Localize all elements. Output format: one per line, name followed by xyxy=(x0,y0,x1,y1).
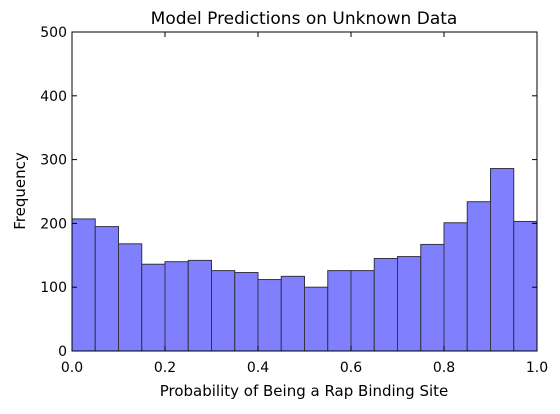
y-tick-label: 400 xyxy=(40,89,67,105)
histogram-bar xyxy=(350,270,375,352)
chart-title: Model Predictions on Unknown Data xyxy=(151,9,458,29)
histogram-bar xyxy=(373,257,398,352)
x-axis-label: Probability of Being a Rap Binding Site xyxy=(160,382,449,400)
histogram-bar xyxy=(141,263,166,352)
bars-group xyxy=(71,168,538,352)
histogram-bar xyxy=(466,201,491,352)
histogram-bar xyxy=(397,256,422,352)
histogram-bar xyxy=(327,270,352,352)
histogram-bar xyxy=(257,279,282,352)
y-tick-label: 300 xyxy=(40,153,67,169)
y-axis-ticks: 0 100 200 300 400 500 xyxy=(40,25,537,360)
x-tick-label: 0.6 xyxy=(340,360,362,376)
histogram-bar xyxy=(94,226,119,352)
histogram-bar xyxy=(118,243,143,352)
histogram-bar xyxy=(71,218,96,352)
histogram-bar xyxy=(234,272,259,352)
histogram-bar xyxy=(490,168,515,352)
histogram-bar xyxy=(211,270,236,352)
y-axis-label: Frequency xyxy=(11,152,29,230)
x-tick-label: 0.0 xyxy=(61,360,83,376)
histogram-bar xyxy=(187,259,212,352)
histogram-bar xyxy=(513,220,538,352)
histogram-bar xyxy=(420,243,445,352)
histogram-bar xyxy=(280,275,305,352)
x-axis-ticks: 0.0 0.2 0.4 0.6 0.8 1.0 xyxy=(61,32,548,376)
histogram-bar xyxy=(304,286,329,352)
x-tick-label: 1.0 xyxy=(526,360,548,376)
histogram-bar xyxy=(443,222,468,352)
y-tick-label: 500 xyxy=(40,25,67,41)
y-tick-label: 200 xyxy=(40,216,67,232)
plot-frame xyxy=(71,31,538,352)
y-tick-label: 100 xyxy=(40,280,67,296)
y-tick-label: 0 xyxy=(58,344,67,360)
x-tick-label: 0.8 xyxy=(433,360,455,376)
x-tick-label: 0.2 xyxy=(154,360,176,376)
x-tick-label: 0.4 xyxy=(247,360,269,376)
histogram-bar xyxy=(164,261,189,352)
